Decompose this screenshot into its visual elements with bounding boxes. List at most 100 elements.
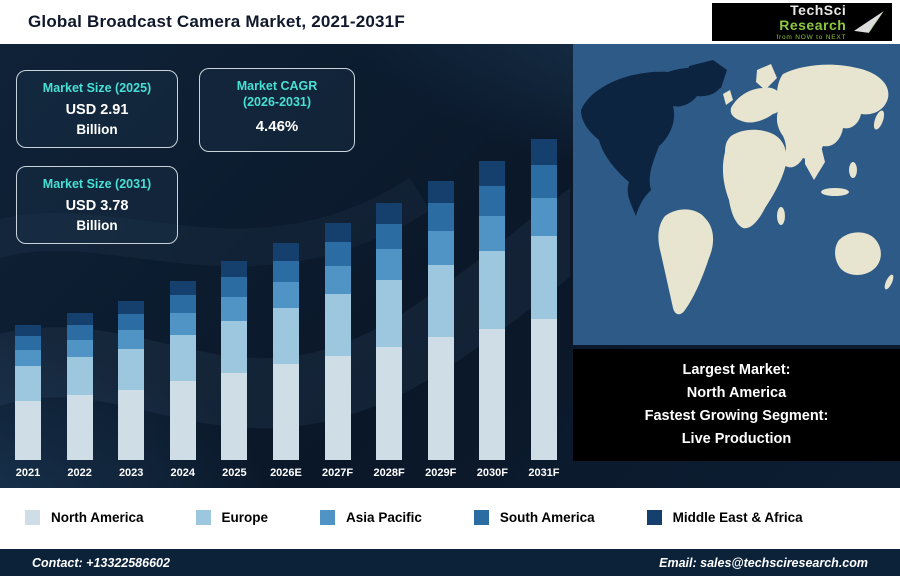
segment-north-america — [15, 400, 41, 460]
japan — [873, 110, 885, 130]
legend-item-north-america: North America — [25, 509, 144, 525]
segment-north-america — [66, 395, 93, 460]
segment-middle-east-africa — [324, 223, 351, 242]
bar-stack — [376, 203, 403, 460]
world-map — [573, 44, 900, 345]
legend-swatch-asia-pacific — [320, 509, 336, 525]
fastest-segment-value: Live Production — [681, 430, 792, 447]
techsci-logo: TechSci Research from NOW to NEXT — [712, 2, 892, 41]
logo-brand-text: TechSci Research — [720, 2, 846, 34]
x-axis-label-2025: 2025 — [222, 467, 247, 479]
legend-swatch-south-america — [473, 509, 489, 525]
contact-email: Email: sales@techsciresearch.com — [659, 555, 868, 570]
legend-label-europe: Europe — [221, 509, 269, 525]
segment-middle-east-africa — [15, 325, 41, 337]
madagascar — [777, 207, 785, 225]
bar-2028f: 2028F — [371, 203, 407, 480]
bar-stack — [15, 325, 41, 460]
continent-south-america — [658, 209, 714, 315]
legend-item-middle-east-africa: Middle East & Africa — [646, 509, 803, 525]
x-axis-label-2024: 2024 — [170, 467, 196, 479]
segment-europe — [530, 235, 557, 319]
segment-south-america — [15, 336, 41, 350]
segment-north-america — [221, 372, 248, 460]
market-cagr-card: Market CAGR (2026-2031) 4.46% — [199, 68, 355, 152]
segment-europe — [15, 365, 41, 401]
largest-market-value: North America — [686, 385, 787, 402]
segment-north-america — [324, 355, 351, 460]
continent-asia — [776, 64, 889, 168]
card-title: Market CAGR — [236, 79, 318, 93]
bar-stack — [118, 301, 145, 460]
x-axis-label-2027f: 2027F — [321, 467, 354, 479]
header: Global Broadcast Camera Market, 2021-203… — [0, 0, 900, 44]
segment-europe — [427, 265, 454, 338]
segment-north-america — [118, 389, 145, 460]
segment-middle-east-africa — [530, 139, 557, 166]
segment-middle-east-africa — [272, 243, 299, 261]
x-axis-label-2029f: 2029F — [425, 467, 457, 479]
footer: Contact: +13322586602 Email: sales@techs… — [0, 546, 900, 576]
segment-asia-pacific — [427, 231, 454, 266]
page-title: Global Broadcast Camera Market, 2021-203… — [28, 12, 405, 31]
legend-swatch-north-america — [25, 509, 40, 525]
philippines — [849, 162, 857, 178]
legend-label-middle-east-africa: Middle East & Africa — [672, 509, 803, 525]
segment-europe — [479, 251, 506, 329]
segment-europe — [118, 348, 145, 390]
segment-middle-east-africa — [66, 312, 93, 326]
continent-australia — [835, 232, 881, 275]
bar-2029f: 2029F — [423, 180, 459, 480]
bar-2023: 2023 — [113, 301, 149, 480]
segment-asia-pacific — [221, 296, 248, 321]
fastest-segment-label: Fastest Growing Segment: — [644, 408, 829, 424]
card-value: USD 2.91 — [65, 102, 129, 119]
card-title-line2: (2026-2031) — [242, 95, 312, 110]
segment-europe — [66, 357, 93, 396]
bar-2022: 2022 — [62, 312, 98, 480]
card-title: Market Size (2031) — [42, 177, 152, 191]
segment-south-america — [66, 325, 93, 340]
chart-legend: North America Europe Asia Pacific South Ame… — [0, 488, 900, 546]
segment-middle-east-africa — [376, 203, 403, 224]
greenland — [687, 60, 727, 94]
bar-stack — [66, 312, 93, 460]
bar-2021: 2021 — [10, 325, 46, 480]
segment-middle-east-africa — [479, 161, 506, 186]
card-unit: Billion — [76, 121, 118, 137]
segment-north-america — [169, 381, 196, 460]
segment-south-america — [479, 185, 506, 216]
x-axis-label-2023: 2023 — [118, 467, 144, 479]
market-size-2025-card: Market Size (2025) USD 2.91 Billion — [16, 70, 178, 148]
card-unit: Billion — [76, 217, 118, 233]
x-axis-label-2026e: 2026E — [270, 467, 302, 479]
segment-north-america — [530, 319, 557, 460]
card-value: 4.46% — [255, 117, 299, 135]
bar-stack — [324, 223, 351, 460]
segment-europe — [169, 334, 196, 382]
segment-south-america — [272, 260, 299, 283]
legend-swatch-europe — [195, 509, 211, 525]
legend-label-north-america: North America — [51, 509, 144, 525]
paper-plane-icon — [854, 11, 884, 33]
segment-europe — [272, 307, 299, 365]
logo-tagline: from NOW to NEXT — [776, 33, 847, 41]
legend-item-asia-pacific: Asia Pacific — [320, 509, 422, 525]
continent-north-america — [581, 67, 722, 216]
continent-europe — [730, 87, 783, 123]
india — [805, 146, 825, 180]
segment-asia-pacific — [530, 197, 557, 236]
segment-south-america — [376, 223, 403, 250]
segment-asia-pacific — [272, 282, 299, 308]
legend-item-europe: Europe — [195, 509, 269, 525]
main-panel: Market Size (2025) USD 2.91 Billion Mark… — [0, 44, 900, 488]
segment-south-america — [118, 313, 145, 330]
contact-phone: Contact: +13322586602 — [32, 555, 170, 570]
segment-asia-pacific — [66, 339, 93, 358]
segment-middle-east-africa — [427, 180, 454, 204]
segment-asia-pacific — [118, 329, 145, 349]
segment-asia-pacific — [169, 313, 196, 335]
continent-africa — [722, 129, 787, 229]
segment-europe — [324, 293, 351, 356]
